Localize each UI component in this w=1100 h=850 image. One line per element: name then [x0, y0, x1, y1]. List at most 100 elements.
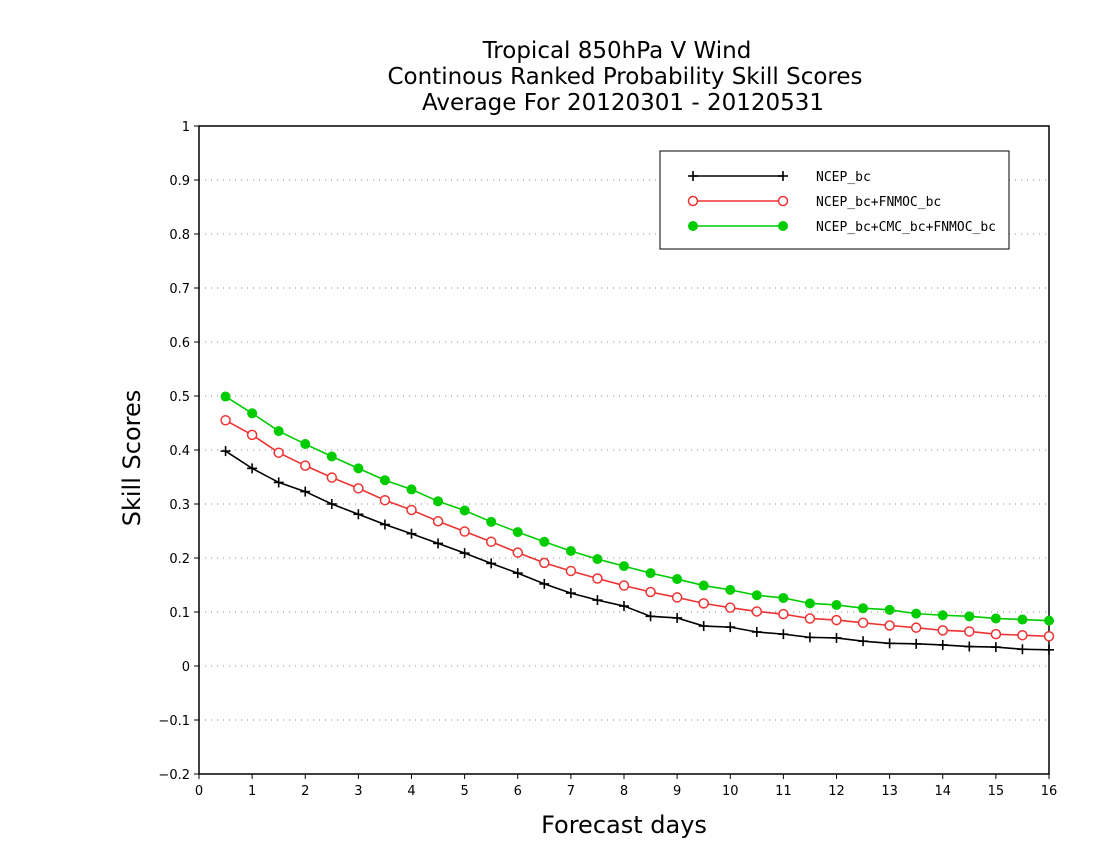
series-2-point — [645, 586, 656, 598]
series-3-point — [459, 505, 470, 516]
series-2-point — [485, 536, 497, 548]
legend-marker — [688, 221, 698, 231]
series-3-point — [539, 536, 550, 547]
legend-entry-1: NCEP_bc — [688, 170, 871, 185]
series-1-point — [486, 558, 497, 569]
legend-marker — [777, 195, 789, 207]
series-3-point — [990, 613, 1001, 624]
x-tick-label: 10 — [722, 784, 739, 799]
series-2-point — [326, 472, 338, 483]
x-tick-label: 14 — [934, 784, 951, 799]
legend-entry-3: NCEP_bc+CMC_bc+FNMOC_bc — [688, 220, 996, 235]
series-2-point — [804, 613, 816, 624]
chart-title-line-1: Tropical 850hPa V Wind — [482, 38, 752, 64]
series-3-point — [698, 580, 709, 591]
series-2-point — [459, 526, 470, 537]
x-tick-label: 12 — [828, 784, 845, 799]
series-1-point — [379, 519, 390, 530]
series-3-point — [751, 590, 762, 601]
series-3-point — [645, 568, 656, 579]
gridlines — [199, 179, 1049, 721]
x-tick-label: 4 — [407, 784, 415, 799]
y-tick-label: 0.7 — [169, 282, 190, 297]
series-2-point — [539, 557, 550, 569]
legend-label: NCEP_bc — [816, 170, 871, 185]
x-tick-label: 1 — [248, 784, 256, 799]
series-1-point — [698, 621, 709, 632]
series-1-point — [751, 626, 762, 637]
series-2-point — [698, 598, 709, 609]
series-3-point — [273, 426, 284, 437]
x-tick-label: 9 — [673, 784, 681, 799]
series-3-point — [353, 463, 364, 474]
x-tick-label: 15 — [988, 784, 1005, 799]
series-1-point — [326, 499, 337, 509]
series-1-point — [725, 622, 736, 633]
series-2-point — [220, 415, 231, 426]
series-2-point — [778, 608, 789, 620]
series-1-point — [539, 578, 550, 589]
axes: −0.2−0.100.10.20.30.40.50.60.70.80.910 1 2… — [158, 120, 1057, 799]
y-tick-label: 0.8 — [169, 228, 190, 243]
series-2-point — [884, 620, 895, 631]
y-tick-label: 0.4 — [169, 444, 190, 459]
series-2-point — [565, 565, 577, 577]
y-axis-title: Skill Scores — [118, 390, 146, 527]
legend-label: NCEP_bc+FNMOC_bc — [816, 195, 941, 210]
y-tick-label: 0 — [182, 660, 190, 675]
plot-frame — [198, 125, 1050, 775]
x-tick-label: 3 — [354, 784, 362, 799]
y-tick-label: 0.6 — [169, 336, 190, 351]
series-2-point — [990, 628, 1002, 640]
chart-title-line-2: Continous Ranked Probability Skill Score… — [387, 64, 862, 90]
series-1-point — [831, 632, 842, 643]
y-tick-label: 0.2 — [169, 552, 190, 567]
y-tick-label: −0.1 — [158, 714, 190, 729]
series-line-2 — [225, 419, 1050, 638]
legend-marker — [688, 171, 698, 181]
series-1-point — [990, 642, 1001, 653]
series-3-point — [406, 484, 417, 495]
x-tick-label: 16 — [1041, 784, 1058, 799]
series-3-point — [911, 608, 922, 619]
y-tick-label: −0.2 — [158, 768, 190, 783]
series-2-point — [1043, 631, 1055, 642]
series-3-point — [486, 516, 497, 527]
series-1-point — [778, 629, 789, 640]
chart-title-line-3: Average For 20120301 - 20120531 — [422, 90, 824, 116]
series-2-point — [671, 592, 683, 603]
series-1-point — [247, 463, 258, 474]
legend: NCEP_bc NCEP_bc+FNMOC_bc NCEP_bc+CMC_bc+FN… — [659, 150, 1010, 250]
legend-box — [659, 150, 1010, 250]
series-1-point — [406, 528, 417, 539]
series-2-point — [910, 622, 922, 633]
series-1-point — [1017, 644, 1028, 655]
series-3-point — [565, 545, 576, 556]
series-3-point — [1017, 614, 1028, 625]
x-tick-label: 7 — [567, 784, 575, 799]
series-1-point — [433, 538, 444, 549]
x-tick-label: 8 — [620, 784, 628, 799]
series-3-point — [1044, 615, 1054, 626]
series-2-point — [246, 429, 258, 441]
series-1-point — [1044, 644, 1054, 655]
series-3-point — [937, 610, 948, 621]
series-3-point — [831, 599, 842, 610]
series-1-point — [353, 509, 364, 520]
x-tick-label: 11 — [775, 784, 792, 799]
series-3-point — [247, 408, 258, 419]
x-tick-label: 2 — [301, 784, 309, 799]
x-tick-label: 0 — [195, 784, 203, 799]
series-2-point — [725, 602, 736, 613]
legend-marker — [778, 171, 788, 181]
series-1-point — [565, 588, 576, 599]
series-1-point — [911, 638, 922, 649]
series-2-point — [512, 547, 523, 558]
y-tick-label: 0.3 — [169, 498, 190, 513]
series-2-point — [353, 483, 364, 494]
legend-marker — [687, 195, 699, 207]
series-2-point — [857, 617, 869, 629]
x-tick-label: 5 — [460, 784, 468, 799]
series-3-point — [858, 603, 869, 614]
series-1-point — [300, 486, 311, 497]
